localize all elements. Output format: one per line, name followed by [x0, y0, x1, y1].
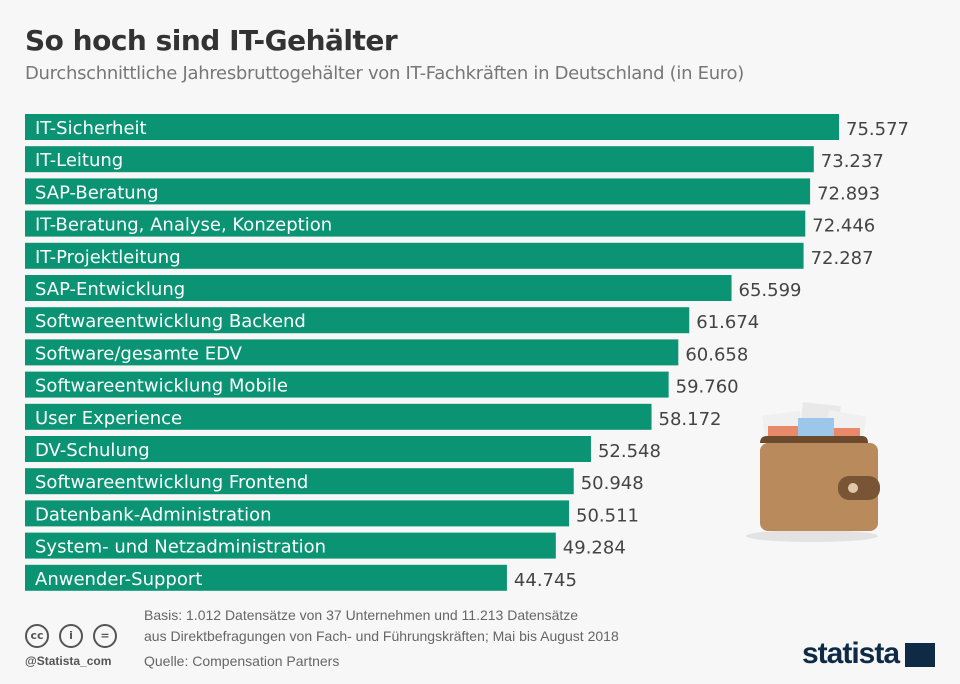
- bar: [25, 371, 669, 398]
- bar-value-label: 50.948: [581, 473, 644, 494]
- bar-category-label: Anwender-Support: [35, 569, 202, 590]
- bar-value-label: 58.172: [659, 409, 722, 430]
- bar-chart: IT-Sicherheit 75.577 IT-Leitung 73.237 SAP-B…: [25, 114, 909, 591]
- bar: [25, 146, 814, 173]
- bar-value-label: 65.599: [739, 280, 802, 301]
- bar: [25, 500, 570, 527]
- bar-value-label: 50.511: [576, 505, 639, 526]
- bar-category-label: SAP-Beratung: [35, 182, 159, 203]
- bar-value-label: 61.674: [696, 312, 759, 333]
- bar-value-label: 73.237: [821, 151, 884, 172]
- bar: [25, 275, 732, 301]
- bar: [25, 114, 839, 140]
- bar-category-label: IT-Sicherheit: [35, 118, 147, 139]
- cc-icon: cc: [25, 624, 49, 648]
- bar-value-label: 44.745: [514, 570, 577, 591]
- bar-value-label: 72.893: [817, 183, 880, 204]
- chart-title: So hoch sind IT-Gehälter: [25, 24, 398, 57]
- bar-value-label: 52.548: [598, 441, 661, 462]
- bar-value-label: 72.287: [811, 248, 874, 269]
- by-icon: i: [59, 624, 83, 648]
- bar-category-label: System- und Netzadministration: [35, 537, 326, 558]
- bar: [25, 403, 652, 430]
- note-line-2: aus Direktbefragungen von Fach- und Führ…: [144, 628, 619, 644]
- statista-logo: statista: [802, 637, 900, 670]
- note-line-1: Basis: 1.012 Datensätze von 37 Unternehm…: [144, 607, 579, 623]
- bar-category-label: Softwareentwicklung Mobile: [35, 376, 288, 397]
- bar-category-label: IT-Leitung: [35, 150, 123, 171]
- bar-category-label: Software/gesamte EDV: [35, 343, 243, 364]
- bar: [25, 242, 804, 269]
- bar-category-label: Datenbank-Administration: [35, 504, 272, 525]
- bar: [25, 339, 679, 366]
- bar: [25, 468, 574, 495]
- bar-value-label: 59.760: [676, 377, 739, 398]
- bar-value-label: 60.658: [685, 344, 748, 365]
- wallet-illustration: [746, 402, 880, 542]
- bar-value-label: 72.446: [812, 216, 875, 237]
- bar-category-label: SAP-Entwicklung: [35, 279, 185, 300]
- bar-category-label: User Experience: [35, 408, 182, 429]
- bar: [25, 532, 556, 559]
- bar-value-label: 75.577: [846, 119, 909, 140]
- bar: [25, 178, 811, 205]
- bar-value-label: 49.284: [563, 538, 626, 559]
- bar-category-label: IT-Beratung, Analyse, Konzeption: [35, 215, 332, 236]
- bar: [25, 564, 507, 591]
- bar: [25, 307, 690, 334]
- statista-logo-icon: [905, 643, 935, 667]
- source: Quelle: Compensation Partners: [144, 653, 340, 669]
- nd-icon: =: [93, 624, 117, 648]
- bar-category-label: IT-Projektleitung: [35, 247, 181, 268]
- bar-category-label: Softwareentwicklung Backend: [35, 311, 306, 332]
- statista-handle[interactable]: @Statista_com: [25, 654, 112, 668]
- chart-subtitle: Durchschnittliche Jahresbruttogehälter v…: [25, 63, 744, 84]
- bar-category-label: DV-Schulung: [35, 440, 150, 461]
- bar: [25, 210, 806, 237]
- bar-category-label: Softwareentwicklung Frontend: [35, 472, 308, 493]
- bar: [25, 436, 591, 462]
